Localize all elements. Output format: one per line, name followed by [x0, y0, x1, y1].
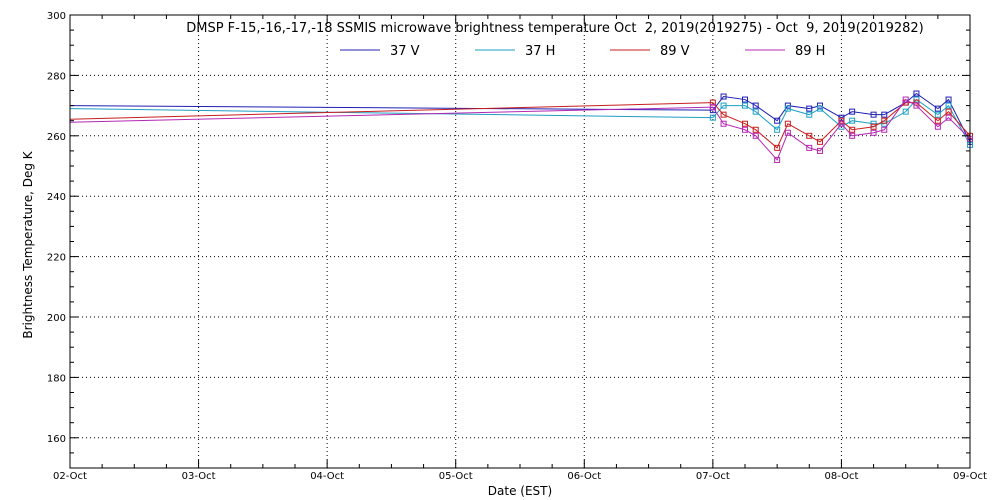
data-point — [720, 93, 727, 100]
series-line — [712, 102, 971, 149]
data-point — [784, 102, 791, 109]
data-point — [784, 105, 791, 112]
data-point — [934, 111, 941, 118]
data-point — [817, 138, 823, 145]
data-point — [945, 96, 952, 103]
series-trend-line — [69, 102, 713, 120]
data-point — [709, 104, 716, 111]
series-line — [712, 92, 971, 143]
data-point — [849, 108, 856, 115]
data-point — [934, 105, 941, 112]
data-point — [752, 126, 759, 133]
y-tick-label: 260 — [47, 132, 66, 143]
data-point — [720, 120, 727, 127]
data-point — [720, 102, 727, 109]
data-point — [849, 126, 856, 133]
data-point — [784, 129, 791, 136]
series-line — [712, 98, 971, 161]
data-point — [752, 108, 759, 115]
y-tick-label: 300 — [47, 11, 66, 22]
x-tick-label: 03-Oct — [182, 471, 216, 482]
legend-label: 37 V — [390, 44, 420, 59]
legend-label: 89 V — [660, 44, 690, 59]
data-point — [913, 96, 920, 103]
data-point — [881, 126, 888, 133]
y-tick-label: 180 — [47, 373, 66, 384]
data-point — [806, 105, 813, 112]
data-point — [742, 126, 748, 133]
series-37-h — [69, 96, 973, 148]
y-axis-label: Brightness Temperature, Deg K — [21, 150, 35, 338]
data-point — [881, 111, 888, 118]
data-point — [774, 144, 781, 151]
legend: 37 V 37 H 89 V 89 H — [340, 44, 825, 59]
data-point — [774, 126, 781, 133]
data-point — [752, 102, 759, 109]
data-point — [881, 117, 888, 124]
x-tick-label: 02-Oct — [53, 471, 87, 482]
data-point — [849, 132, 856, 139]
y-tick-label: 280 — [47, 71, 66, 82]
y-tick-label: 240 — [47, 192, 66, 203]
data-point — [817, 147, 823, 154]
x-tick-label: 06-Oct — [567, 471, 601, 482]
data-point — [806, 132, 813, 139]
data-point — [945, 114, 952, 121]
series-trend-line — [69, 106, 713, 123]
data-point — [774, 156, 781, 163]
series-layer — [69, 90, 973, 163]
data-point — [934, 123, 941, 130]
data-point — [913, 102, 920, 109]
data-point — [870, 129, 877, 136]
data-point — [902, 108, 909, 115]
x-tick-label: 05-Oct — [439, 471, 473, 482]
legend-label: 89 H — [795, 44, 825, 59]
x-tick-label: 08-Oct — [824, 471, 858, 482]
y-tick-label: 200 — [47, 313, 66, 324]
data-point — [784, 120, 791, 127]
ticks: 02-Oct 03-Oct 04-Oct 05-Oct 06-Oct 07-Oct 08-O… — [47, 11, 987, 482]
x-tick-label: 09-Oct — [953, 471, 987, 482]
y-tick-label: 160 — [47, 434, 66, 445]
data-point — [838, 120, 845, 127]
chart-title: DMSP F-15,-16,-17,-18 SSMIS microwave br… — [186, 21, 924, 36]
data-point — [709, 114, 716, 121]
x-tick-label: 07-Oct — [696, 471, 730, 482]
data-point — [934, 117, 941, 124]
data-point — [913, 90, 920, 97]
data-point — [902, 96, 909, 103]
data-point — [870, 111, 877, 118]
data-point — [752, 132, 759, 139]
x-axis-label: Date (EST) — [488, 484, 552, 498]
series-89-h — [69, 96, 973, 163]
data-point — [806, 144, 813, 151]
legend-label: 37 H — [525, 44, 555, 59]
data-point — [945, 102, 952, 109]
data-point — [742, 96, 748, 103]
data-point — [817, 105, 823, 112]
series-line — [712, 98, 971, 146]
y-tick-label: 220 — [47, 253, 66, 264]
data-point — [870, 123, 877, 130]
data-point — [742, 102, 748, 109]
data-point — [774, 117, 781, 124]
data-point — [742, 120, 748, 127]
data-point — [849, 117, 856, 124]
data-point — [806, 111, 813, 118]
data-point — [945, 108, 952, 115]
series-trend-line — [69, 108, 713, 119]
series-89-v — [69, 99, 973, 151]
x-tick-label: 04-Oct — [310, 471, 344, 482]
data-point — [720, 111, 727, 118]
